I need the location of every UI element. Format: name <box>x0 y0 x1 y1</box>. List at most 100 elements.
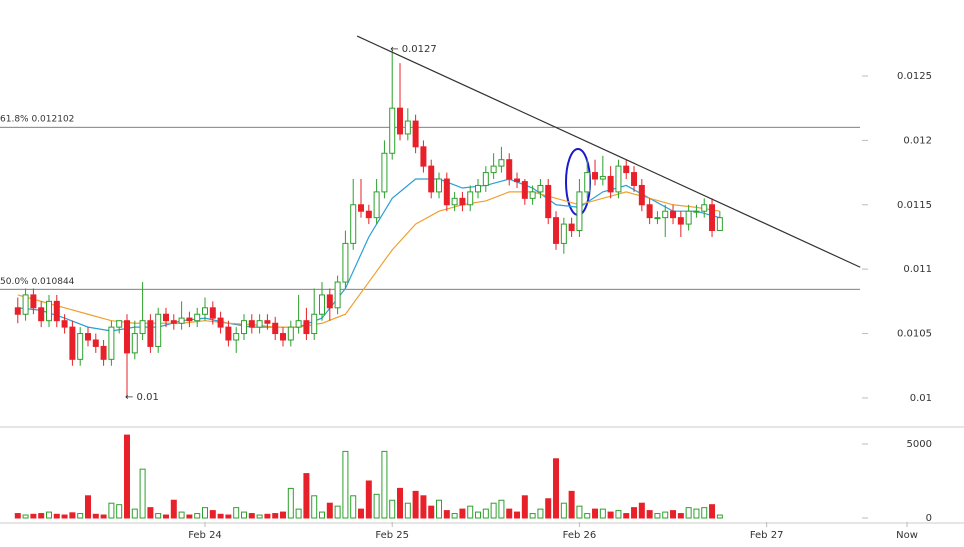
volume-bar <box>69 512 76 519</box>
candle-body <box>498 159 505 167</box>
candle-body <box>592 172 599 180</box>
candle-body <box>397 107 404 135</box>
volume-bar <box>475 511 482 519</box>
candle-body <box>311 313 318 335</box>
volume-bar <box>256 514 263 519</box>
candle-body <box>412 120 419 148</box>
candle-body <box>607 175 614 193</box>
candle-body <box>560 223 567 244</box>
candle-body <box>100 345 107 360</box>
volume-bar <box>646 510 653 519</box>
candle-body <box>319 294 326 315</box>
volume-bar <box>311 495 318 519</box>
volume-bar <box>490 502 497 519</box>
volume-bar <box>451 513 458 519</box>
volume-bar <box>599 508 606 519</box>
candle-body <box>233 333 240 341</box>
level-label: 61.8% 0.012102 <box>0 115 74 125</box>
candle-body <box>670 210 677 219</box>
volume-bar <box>225 514 232 519</box>
volume-bar <box>116 504 123 519</box>
candle-body <box>615 165 622 193</box>
volume-bar <box>123 434 130 519</box>
volume-bar <box>186 514 193 519</box>
volume-bar <box>506 508 513 519</box>
candle-body <box>623 165 630 174</box>
volume-bar <box>334 505 341 519</box>
volume-bar <box>92 513 99 519</box>
volume-bar <box>537 508 544 519</box>
volume-bar <box>162 514 169 519</box>
volume-bar <box>248 513 255 519</box>
candle-body <box>178 317 185 324</box>
candle-body <box>646 204 653 219</box>
y-tick-label: 0.011 <box>903 264 932 275</box>
volume-bar <box>319 511 326 519</box>
volume-bar <box>654 513 661 519</box>
volume-bar <box>170 499 177 519</box>
candle-body <box>272 322 279 335</box>
volume-bar <box>443 510 450 519</box>
candle-body <box>545 184 552 219</box>
candle-body <box>92 339 99 347</box>
volume-bar <box>693 508 700 519</box>
candle-body <box>131 333 138 354</box>
volume-bar <box>22 514 29 519</box>
candle-body <box>84 333 91 341</box>
candle-body <box>701 204 708 212</box>
volume-bar <box>358 508 365 519</box>
volume-bar <box>553 458 560 519</box>
volume-bar <box>139 468 146 519</box>
candle-body <box>264 320 271 324</box>
volume-bar <box>381 450 388 519</box>
candle-body <box>147 320 154 347</box>
candle-body <box>709 204 716 232</box>
volume-bar <box>584 513 591 519</box>
volume-bar <box>100 514 107 519</box>
volume-bar <box>709 504 716 519</box>
volume-bar <box>38 513 45 519</box>
volume-bar <box>53 513 60 519</box>
candle-body <box>584 172 591 193</box>
volume-bar <box>233 507 240 519</box>
candle-body <box>428 165 435 193</box>
candle-body <box>365 210 372 219</box>
candle-body <box>334 281 341 309</box>
candle-body <box>467 191 474 206</box>
candle-body <box>638 184 645 206</box>
candle-body <box>342 242 349 283</box>
candle-body <box>631 172 638 186</box>
volume-bar <box>638 502 645 519</box>
candle-body <box>77 333 84 360</box>
y-tick-label: 0.012 <box>903 135 932 146</box>
annotation: ← 0.01 <box>125 392 159 403</box>
candle-body <box>654 217 661 220</box>
candle-body <box>139 320 146 335</box>
x-tick-label: Now <box>896 530 918 541</box>
candle-body <box>490 165 497 174</box>
volume-bar <box>482 508 489 519</box>
volume-bar <box>436 499 443 519</box>
candle-body <box>537 184 544 193</box>
x-tick-label: Feb 24 <box>188 530 222 541</box>
x-tick-label: Feb 26 <box>563 530 597 541</box>
candle-body <box>685 210 692 225</box>
volume-bar <box>178 511 185 519</box>
volume-bar <box>194 513 201 519</box>
candle-body <box>186 317 193 322</box>
candle-body <box>521 181 528 199</box>
candle-body <box>576 191 583 232</box>
volume-bar <box>373 493 380 519</box>
candle-body <box>420 146 427 167</box>
candle-body <box>45 300 52 322</box>
candle-body <box>529 191 536 199</box>
candle-body <box>373 191 380 219</box>
candle-body <box>506 159 513 180</box>
volume-bar <box>389 499 396 519</box>
candle-body <box>108 326 115 360</box>
x-tick-label: Feb 27 <box>750 530 784 541</box>
volume-bar <box>521 495 528 519</box>
volume-bar <box>147 507 154 519</box>
volume-bar <box>61 514 68 519</box>
